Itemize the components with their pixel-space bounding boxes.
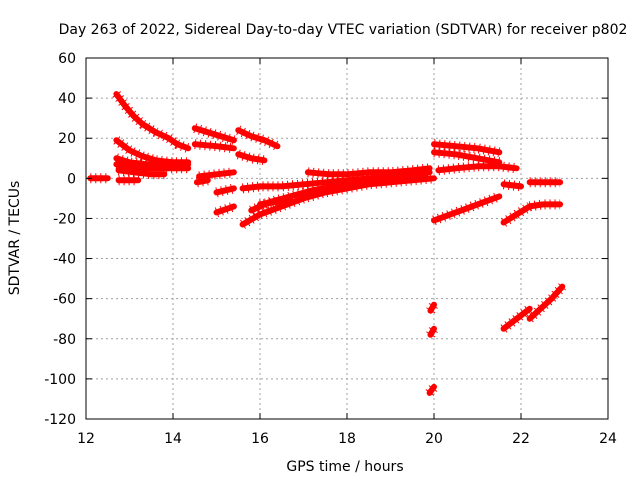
x-tick-label: 22 [512,431,530,447]
series-arc-32 [526,201,564,210]
series-arc-05-markers [115,159,189,174]
y-tick-label: -80 [53,332,76,348]
x-tick-label: 12 [77,431,95,447]
series-arc-22-markers [426,326,439,338]
x-tick-label: 14 [164,431,182,447]
y-tick-label: 60 [58,51,76,67]
series-arc-27 [431,193,503,224]
series-arc-11-markers [195,175,209,188]
series-arc-10-markers [198,167,235,182]
data-series [87,91,567,396]
y-tick-label: 0 [67,171,76,187]
series-arc-16-markers [240,173,435,229]
y-tick-labels: -120 -100 -80 -60 -40 -20 0 20 40 60 [44,51,76,428]
series-arc-13-markers [214,201,236,218]
series-arc-12 [213,185,237,196]
series-arc-02 [113,91,192,152]
series-arc-24-markers [433,139,501,158]
series-arc-26 [435,163,520,174]
series-arc-08-markers [193,123,236,145]
y-tick-label: -40 [53,252,76,268]
series-arc-15 [235,151,268,164]
y-tick-label: -60 [53,292,76,308]
y-axis-label: SDTVAR / TECUs [7,181,23,296]
series-arc-30-markers [500,304,533,333]
series-arc-09 [191,141,237,152]
y-tick-label: 40 [58,91,76,107]
series-arc-33 [526,283,566,322]
tick-marks [85,57,609,420]
x-tick-label: 16 [251,431,269,447]
series-arc-23 [426,383,437,396]
y-tick-label: 20 [58,131,76,147]
x-axis-label: GPS time / hours [286,459,403,475]
y-tick-label: -20 [53,211,76,227]
x-tick-label: 24 [599,431,617,447]
series-arc-21-markers [426,302,439,314]
chart-title: Day 263 of 2022, Sidereal Day-to-day VTE… [59,22,628,38]
x-tick-labels: 12 14 16 18 20 22 24 [77,431,617,447]
series-arc-20 [304,165,433,178]
y-tick-label: -120 [44,412,76,428]
series-arc-29-markers [500,202,533,227]
series-arc-14-markers [236,125,280,151]
x-tick-label: 20 [425,431,443,447]
y-tick-label: -100 [44,372,76,388]
series-arc-25-markers [433,147,501,168]
series-arc-06 [115,167,168,178]
series-arc-28 [500,181,524,190]
x-tick-label: 18 [338,431,356,447]
series-arc-19 [257,197,294,208]
series-arc-18 [239,169,433,192]
